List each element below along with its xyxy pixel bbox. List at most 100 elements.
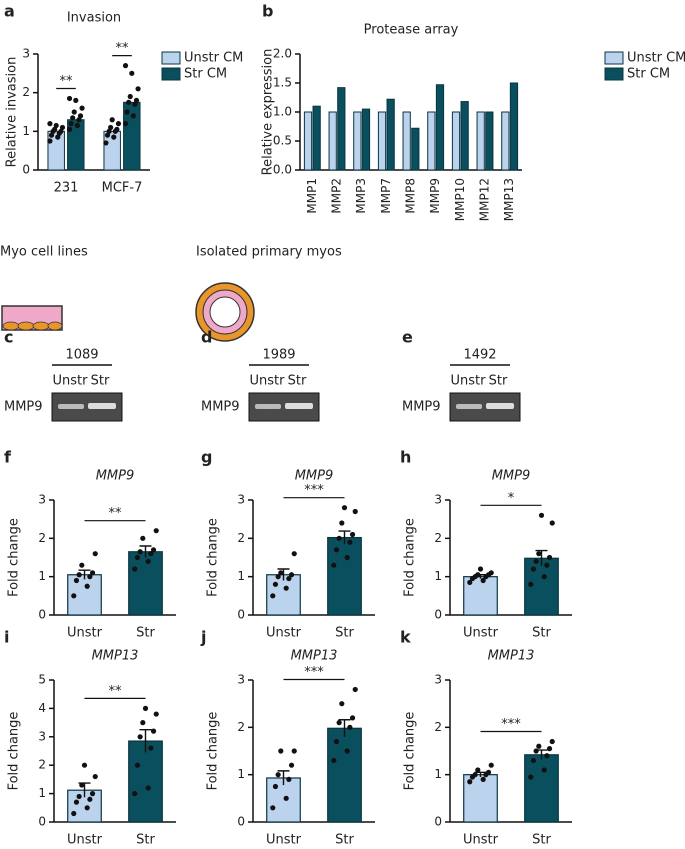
x-tick-label: Unstr [266,833,302,848]
data-point [541,767,547,773]
bar [451,111,461,171]
data-point [81,762,88,768]
bar [353,111,362,171]
data-point [467,579,473,586]
panel-letter: a [4,2,15,21]
data-point [108,124,114,131]
data-point [336,535,342,541]
data-point [352,508,358,515]
bar [411,127,420,171]
data-point [77,113,84,119]
data-point [549,738,555,745]
y-tick-label: 0 [237,815,245,829]
error-bar [535,549,548,566]
y-tick-label: 2 [22,85,30,99]
bar [337,87,346,171]
data-point [74,122,80,129]
data-point [92,773,98,780]
data-point [130,113,136,119]
data-point [114,126,120,132]
bar [327,727,362,823]
data-point [70,115,76,121]
y-tick-label: 2 [434,720,442,734]
data-point [115,121,122,127]
y-tick-label: 3 [434,673,442,687]
bar [327,536,362,616]
band-label: MMP9 [4,400,43,415]
data-point [140,720,146,726]
data-point [153,711,159,717]
error-bar [78,569,91,580]
data-point [475,767,481,773]
data-point [283,795,289,801]
legend-label: Str CM [627,67,670,82]
data-point [71,810,77,817]
y-tick-label: 0 [22,163,30,177]
data-point [53,122,59,129]
data-point [153,528,159,534]
y-tick-label: 1 [237,569,245,583]
bar [501,111,510,171]
bar [476,111,485,171]
y-tick-label: 0.5 [273,134,292,148]
significance-label: ** [109,684,123,699]
significance-label: ** [60,74,74,89]
panel-letter: f [4,448,12,467]
data-point [528,774,534,780]
gel-band [255,404,281,409]
data-point [528,581,534,587]
x-tick-label: Unstr [463,833,499,848]
panel-letter: g [201,448,212,467]
y-tick-label: 1.0 [273,105,292,119]
data-point [544,753,550,759]
data-point [76,793,82,800]
data-point [347,539,353,545]
data-point [59,124,66,131]
data-point [89,570,96,576]
significance-label: *** [304,483,324,498]
error-bar [139,545,152,558]
primary-icon [195,282,255,342]
significance-label: ** [116,41,130,56]
bar [128,740,163,823]
bar [103,130,121,171]
chart-title: MMP9 [96,469,135,484]
section-label: Isolated primary myos [196,245,342,260]
data-point [122,121,129,127]
data-point [331,562,337,568]
y-axis-label: Relative expression [261,49,276,176]
y-axis-label: Relative invasion [5,57,20,168]
data-point [275,574,281,580]
lane-label: Str [489,374,508,389]
y-axis-label: Fold change [206,712,221,791]
x-tick-label: MMP12 [478,178,492,221]
data-point [333,547,340,553]
data-point [549,520,555,526]
data-point [288,762,295,768]
x-tick-label: MMP7 [379,178,393,214]
y-tick-label: 0.0 [273,163,292,177]
bar [524,754,559,823]
data-point [480,577,486,584]
x-tick-label: Unstr [266,626,302,641]
significance-label: * [508,491,515,506]
x-tick-label: Str [335,833,354,848]
error-bar [474,771,487,778]
data-point [148,551,154,557]
data-point [150,728,157,734]
significance-label: ** [109,506,123,521]
data-point [344,748,350,754]
panel-letter: k [400,628,411,647]
panel-letter: d [201,328,212,347]
y-tick-label: 2 [237,531,245,545]
data-point [68,121,74,127]
data-point [134,554,141,561]
data-point [488,762,494,768]
bar [377,111,387,171]
data-point [47,138,53,144]
data-point [477,566,484,572]
data-point [137,549,143,555]
gel-band [456,404,482,409]
gel-band [88,403,116,409]
